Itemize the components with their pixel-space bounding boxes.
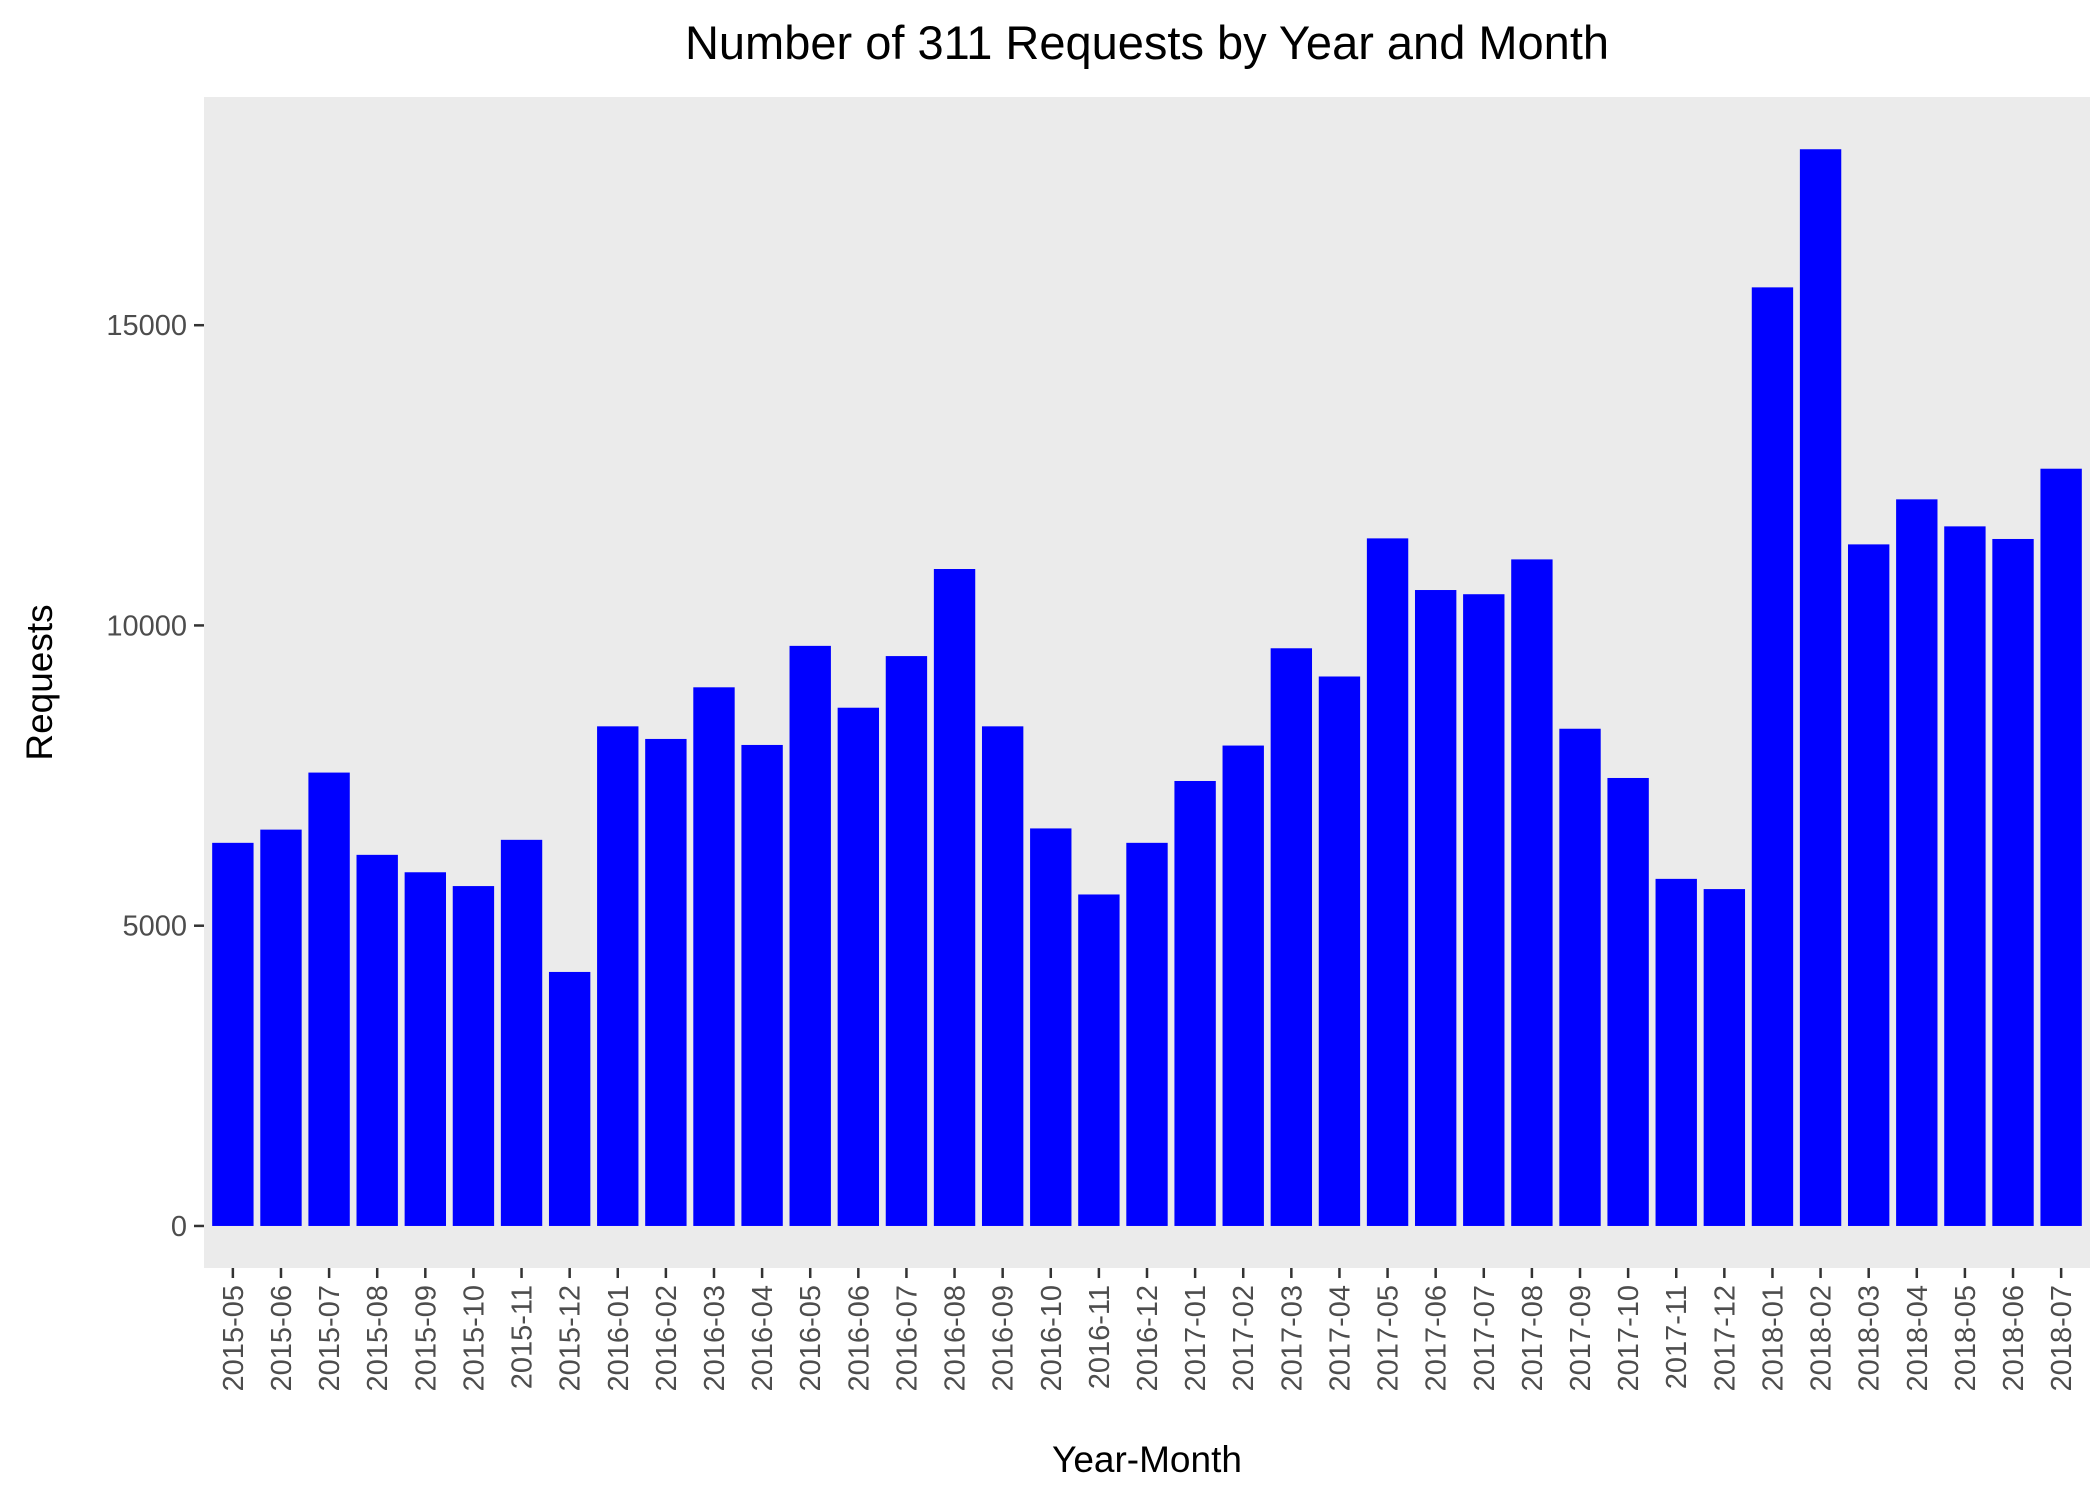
bar-2015-05 bbox=[212, 842, 254, 1226]
bar-2015-11 bbox=[500, 839, 543, 1226]
y-axis-title: Requests bbox=[19, 604, 60, 760]
bar-2016-11 bbox=[1078, 894, 1120, 1226]
y-tick-label: 10000 bbox=[106, 610, 187, 642]
y-tick-label: 15000 bbox=[106, 310, 187, 342]
bar-2017-08 bbox=[1511, 559, 1553, 1226]
bar-2016-12 bbox=[1126, 842, 1168, 1226]
bar-2015-09 bbox=[404, 872, 447, 1226]
x-tick-label: 2016-07 bbox=[891, 1285, 923, 1391]
bar-2018-01 bbox=[1751, 287, 1794, 1226]
x-tick-label: 2018-06 bbox=[1998, 1285, 2030, 1391]
bar-2017-01 bbox=[1174, 780, 1216, 1226]
x-tick-label: 2015-08 bbox=[362, 1285, 394, 1391]
x-tick-label: 2017-05 bbox=[1373, 1285, 1405, 1391]
x-tick-label: 2015-05 bbox=[218, 1285, 250, 1391]
x-tick-label: 2017-10 bbox=[1613, 1285, 1645, 1391]
bar-2015-12 bbox=[548, 971, 591, 1226]
x-tick-label: 2016-05 bbox=[795, 1285, 827, 1391]
bar-2016-03 bbox=[693, 687, 735, 1226]
x-tick-label: 2017-12 bbox=[1709, 1285, 1741, 1391]
bar-2017-06 bbox=[1414, 590, 1457, 1226]
x-tick-label: 2017-11 bbox=[1661, 1285, 1693, 1389]
bar-2016-01 bbox=[597, 726, 639, 1226]
x-tick-label: 2015-07 bbox=[314, 1285, 346, 1391]
bar-2018-07 bbox=[2040, 468, 2082, 1226]
x-axis: 2015-05 2015-06 2015-07 2015-08 2015-09 2015-… bbox=[218, 1268, 2078, 1391]
x-tick-label: 2015-12 bbox=[555, 1285, 587, 1391]
x-tick-label: 2016-08 bbox=[940, 1285, 972, 1391]
bar-2017-07 bbox=[1463, 594, 1505, 1226]
x-tick-label: 2017-06 bbox=[1421, 1285, 1453, 1391]
bar-2016-10 bbox=[1030, 828, 1072, 1226]
bar-2016-08 bbox=[933, 569, 976, 1226]
chart-title: Number of 311 Requests by Year and Month bbox=[685, 16, 1609, 69]
x-tick-label: 2016-01 bbox=[603, 1285, 635, 1391]
bar-2016-09 bbox=[981, 726, 1024, 1226]
bar-2017-10 bbox=[1607, 777, 1649, 1226]
x-tick-label: 2018-02 bbox=[1806, 1285, 1838, 1391]
x-tick-label: 2016-06 bbox=[843, 1285, 875, 1391]
x-tick-label: 2016-11 bbox=[1084, 1285, 1116, 1389]
y-tick-label: 5000 bbox=[122, 911, 187, 943]
x-tick-label: 2017-07 bbox=[1469, 1285, 1501, 1391]
bar-2018-02 bbox=[1799, 149, 1842, 1226]
x-tick-label: 2017-04 bbox=[1324, 1285, 1356, 1391]
x-tick-label: 2016-10 bbox=[1036, 1285, 1068, 1391]
bar-2015-08 bbox=[356, 854, 398, 1226]
x-tick-label: 2015-11 bbox=[507, 1285, 539, 1389]
x-tick-label: 2017-09 bbox=[1565, 1285, 1597, 1391]
x-tick-label: 2016-12 bbox=[1132, 1285, 1164, 1391]
bar-2015-10 bbox=[452, 886, 495, 1226]
bar-2016-04 bbox=[741, 744, 783, 1226]
bar-2018-05 bbox=[1944, 526, 1986, 1226]
bar-2017-03 bbox=[1270, 648, 1313, 1226]
bar-2016-02 bbox=[645, 738, 687, 1226]
bar-2017-09 bbox=[1559, 728, 1601, 1226]
x-tick-label: 2017-03 bbox=[1276, 1285, 1308, 1391]
x-axis-title: Year-Month bbox=[1052, 1439, 1242, 1480]
y-tick-label: 0 bbox=[171, 1211, 187, 1243]
bar-2018-06 bbox=[1992, 538, 2034, 1226]
bar-2017-12 bbox=[1703, 889, 1746, 1226]
bar-2018-03 bbox=[1847, 544, 1890, 1226]
x-tick-label: 2015-06 bbox=[266, 1285, 298, 1391]
x-tick-label: 2018-05 bbox=[1950, 1285, 1982, 1391]
x-tick-label: 2016-03 bbox=[699, 1285, 731, 1391]
x-tick-label: 2016-09 bbox=[988, 1285, 1020, 1391]
bar-2015-07 bbox=[308, 772, 350, 1226]
bar-2017-04 bbox=[1318, 676, 1361, 1226]
x-tick-label: 2017-02 bbox=[1228, 1285, 1260, 1391]
y-axis: 0 5000 10000 15000 bbox=[106, 310, 204, 1243]
x-tick-label: 2018-04 bbox=[1902, 1285, 1934, 1391]
x-tick-label: 2018-07 bbox=[2046, 1285, 2078, 1391]
bar-2016-06 bbox=[837, 707, 880, 1226]
x-tick-label: 2015-10 bbox=[458, 1285, 490, 1391]
bar-2017-11 bbox=[1655, 878, 1697, 1226]
bar-2017-02 bbox=[1222, 745, 1264, 1226]
bar-2017-05 bbox=[1366, 538, 1409, 1226]
x-tick-label: 2017-01 bbox=[1180, 1285, 1212, 1391]
x-tick-label: 2017-08 bbox=[1517, 1285, 1549, 1391]
x-tick-label: 2016-02 bbox=[651, 1285, 683, 1391]
x-tick-label: 2018-03 bbox=[1854, 1285, 1886, 1391]
x-tick-label: 2015-09 bbox=[410, 1285, 442, 1391]
bar-2016-05 bbox=[789, 645, 831, 1226]
x-tick-label: 2018-01 bbox=[1757, 1285, 1789, 1391]
bar-2015-06 bbox=[260, 829, 302, 1226]
bar-2016-07 bbox=[885, 656, 928, 1226]
bar-2018-04 bbox=[1896, 499, 1938, 1226]
x-tick-label: 2016-04 bbox=[747, 1285, 779, 1391]
bars bbox=[212, 149, 2082, 1226]
